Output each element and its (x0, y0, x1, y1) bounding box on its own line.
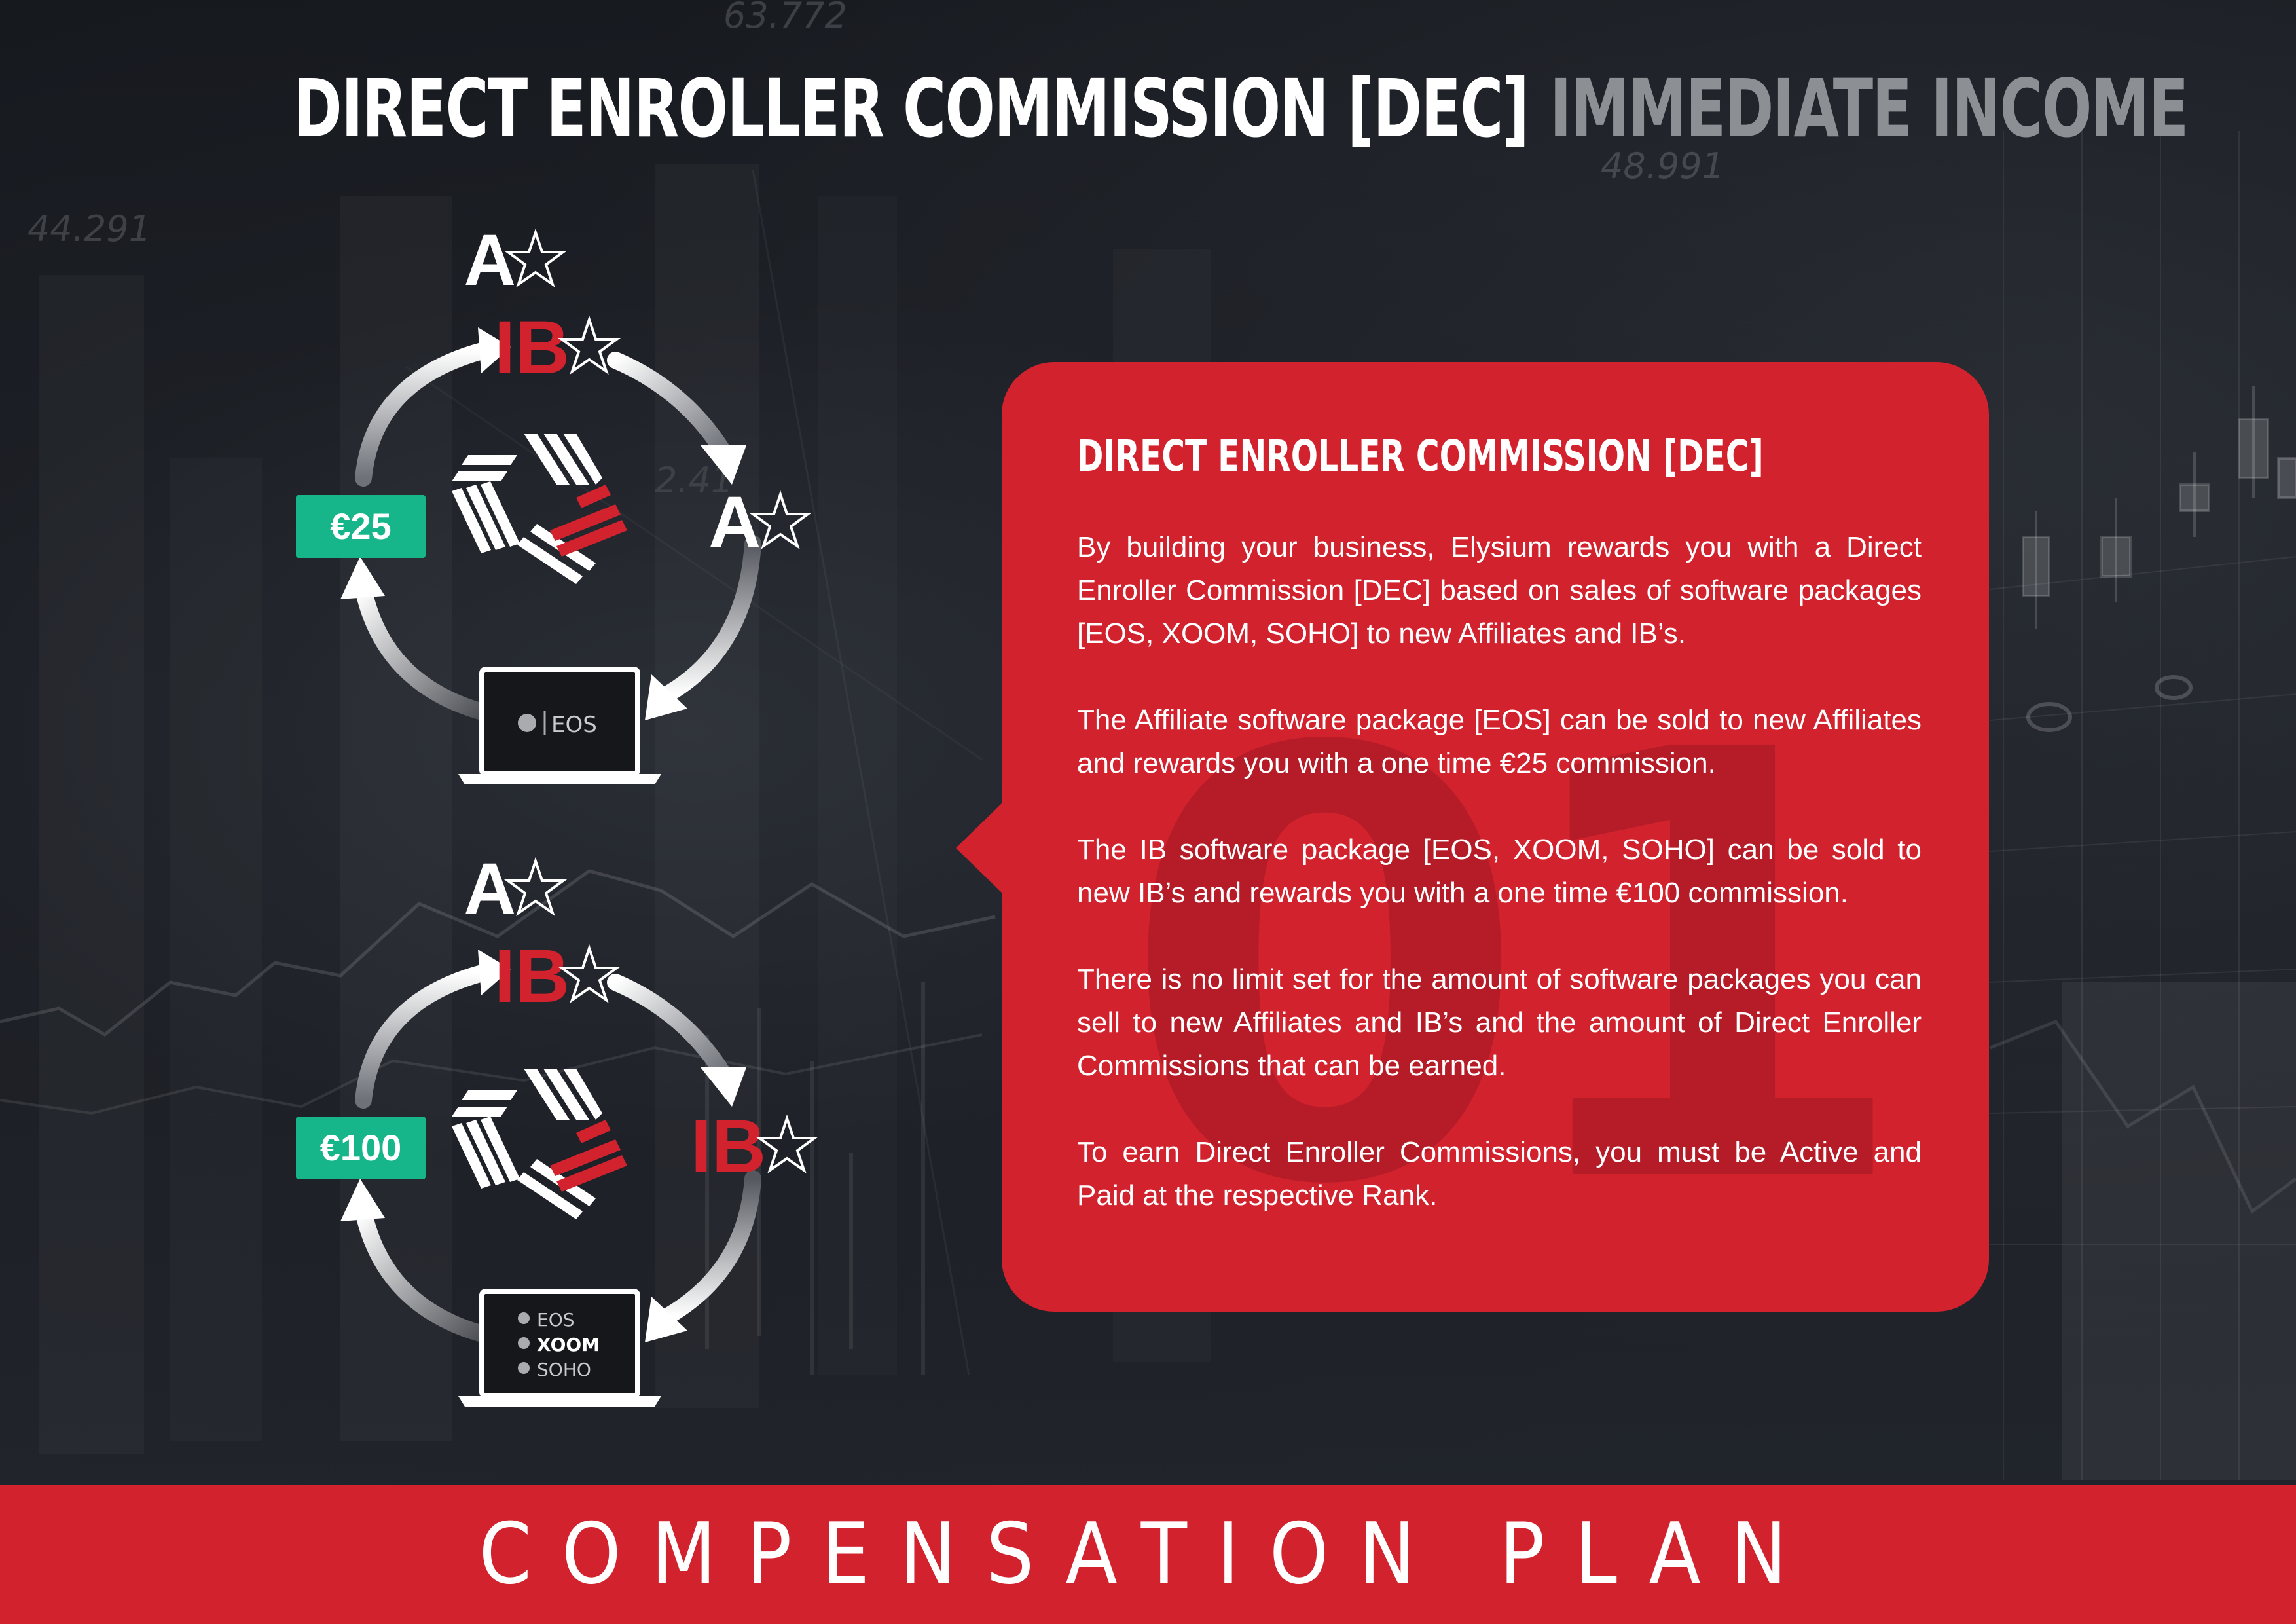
curved-arrow-icon (607, 974, 746, 1107)
laptop-product-label: EOS (551, 712, 597, 738)
panel-paragraph: There is no limit set for the amount of … (1077, 963, 1922, 1082)
commission-badge: €100 (296, 1116, 426, 1179)
background-market-chart (0, 131, 2296, 1480)
panel-paragraph: To earn Direct Enroller Commissions, you… (1077, 1136, 1922, 1211)
laptop-icon: EOS XOOM SOHO (458, 1289, 661, 1407)
star-outline-icon (503, 228, 568, 288)
star-outline-icon (503, 857, 568, 917)
new-ib-role-label: IB (691, 1105, 766, 1189)
product-logo-icon (518, 1362, 530, 1374)
panel-watermark: 01 (1120, 628, 1913, 1314)
heading-subtitle: IMMEDIATE INCOME (1549, 62, 2189, 155)
ib-role-label: IB (494, 934, 570, 1018)
ib-role-label: IB (494, 306, 570, 390)
panel-title: DIRECT ENROLLER COMMISSION [DEC] (1077, 431, 1764, 481)
curved-arrow-icon (645, 535, 761, 720)
curved-arrow-icon (645, 1170, 761, 1342)
star-outline-icon (748, 490, 812, 550)
curved-arrow-icon (607, 352, 746, 485)
affiliate-role-label: A (464, 849, 516, 929)
panel-body: By building your business, Elysium rewar… (1077, 526, 1922, 1261)
panel-pointer (956, 802, 1003, 894)
curved-arrow-icon (340, 1179, 513, 1348)
laptop-product-label: SOHO (537, 1359, 591, 1380)
product-logo-icon (518, 1337, 530, 1349)
star-outline-icon (557, 315, 621, 375)
commission-badge: €25 (296, 495, 426, 558)
panel-paragraph: By building your business, Elysium rewar… (1077, 531, 1922, 650)
star-outline-icon (557, 944, 621, 1004)
laptop-product-label: EOS (537, 1309, 575, 1331)
elysium-logo-icon (452, 1069, 627, 1219)
affiliate-commission-cycle: A IB A EOS (340, 220, 812, 784)
panel-paragraph: The IB software package [EOS, XOOM, SOHO… (1077, 834, 1922, 909)
panel-paragraph: The Affiliate software package [EOS] can… (1077, 704, 1922, 779)
heading-title: DIRECT ENROLLER COMMISSION [DEC] (293, 62, 1529, 155)
bg-number: 48.991 (1601, 145, 1724, 187)
new-affiliate-role-label: A (709, 482, 761, 563)
curved-arrow-icon (355, 950, 511, 1109)
bg-number: 63.772 (723, 0, 847, 36)
star-outline-icon (755, 1114, 819, 1174)
laptop-product-label: XOOM (537, 1334, 600, 1356)
bg-number: 44.291 (27, 208, 151, 249)
footer-title: COMPENSATION PLAN (479, 1505, 1817, 1603)
ib-commission-cycle: A IB IB EOS XOOM SOHO (340, 849, 819, 1407)
laptop-icon: EOS (458, 667, 661, 784)
eos-logo-icon (518, 714, 536, 732)
footer-banner: COMPENSATION PLAN (0, 1485, 2296, 1624)
elysium-logo-icon (452, 434, 627, 584)
curved-arrow-icon (340, 557, 513, 726)
page-heading: DIRECT ENROLLER COMMISSION [DEC] IMMEDIAT… (293, 62, 2189, 155)
curved-arrow-icon (355, 327, 511, 487)
affiliate-role-label: A (464, 220, 516, 301)
dec-info-panel: 01 DIRECT ENROLLER COMMISSION [DEC] By b… (1002, 362, 1989, 1312)
product-logo-icon (518, 1312, 530, 1324)
